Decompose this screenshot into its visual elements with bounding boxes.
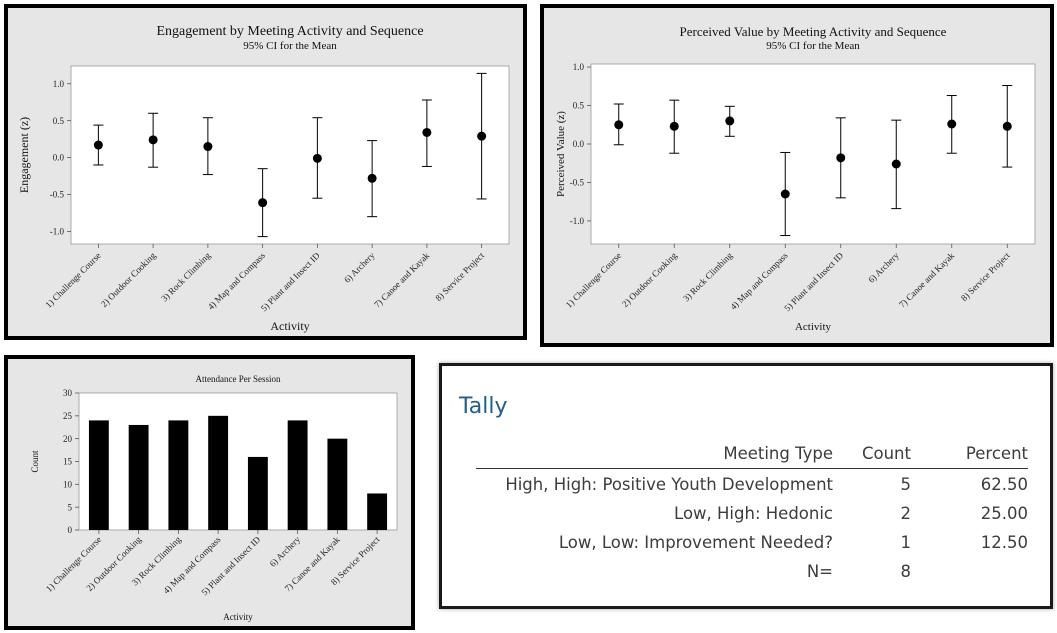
y-tick-label: 25 [63, 411, 73, 421]
attendance-chart-panel: Attendance Per Session 0 5 10 15 20 25 30 Count 1… [4, 355, 415, 630]
bar [168, 420, 189, 530]
y-tick-label: 0 [68, 525, 73, 535]
mean-point [780, 189, 790, 199]
total-percent-empty [911, 556, 1028, 585]
chart-title: Engagement by Meeting Activity and Seque… [156, 24, 423, 39]
mean-point [312, 153, 322, 163]
count-cell: 5 [900, 475, 912, 494]
engagement-chart: Engagement by Meeting Activity and Seque… [8, 8, 523, 336]
mean-point [614, 120, 624, 130]
y-tick-label: -0.5 [50, 190, 65, 200]
plot-area [590, 63, 1036, 245]
x-axis-label: Activity [270, 319, 309, 333]
y-tick-label: -1.0 [570, 216, 585, 226]
chart-title: Perceived Value by Meeting Activity and … [680, 24, 947, 39]
y-tick-label: 0.5 [53, 116, 65, 126]
mean-point [258, 198, 268, 208]
bar [128, 424, 149, 530]
y-axis-label: Engagement (z) [17, 117, 31, 193]
y-axis-label: Perceived Value (z) [555, 111, 567, 197]
y-tick-label: 20 [63, 434, 73, 444]
tally-title: Tally [459, 394, 508, 419]
perceived-value-chart-panel: Perceived Value by Meeting Activity and … [540, 4, 1054, 347]
mean-point [203, 142, 213, 152]
y-tick-label: 5 [68, 502, 73, 512]
x-axis-label: Activity [223, 612, 253, 622]
column-header-percent: Percent [911, 440, 1028, 469]
y-tick-label: 0.0 [53, 153, 65, 163]
y-tick-label: 0.5 [573, 101, 585, 111]
meeting-type-cell: High, High: Positive Youth Development [505, 475, 833, 494]
y-tick-label: 1.0 [573, 62, 585, 72]
percent-cell: 25.00 [980, 504, 1028, 523]
percent-cell: 12.50 [980, 533, 1028, 552]
mean-point [669, 121, 679, 131]
total-count: 8 [900, 562, 912, 581]
x-axis-label: Activity [795, 321, 832, 333]
meeting-type-cell: Low, High: Hedonic [674, 504, 833, 523]
chart-subtitle: 95% CI for the Mean [766, 40, 860, 52]
tally-panel: Tally Meeting Type Count Percent High, H… [439, 363, 1053, 609]
bar [247, 456, 268, 530]
mean-point [947, 119, 957, 129]
table-row: High, High: Positive Youth Development 5… [476, 469, 1028, 499]
percent-cell: 62.50 [980, 475, 1028, 494]
mean-point [477, 131, 487, 141]
bar [208, 415, 229, 530]
column-header-meeting-type: Meeting Type [476, 440, 833, 469]
count-cell: 1 [900, 533, 912, 552]
table-row: Low, High: Hedonic 2 25.00 [476, 498, 1028, 527]
y-axis-label: Count [30, 450, 40, 473]
tally-header-row: Meeting Type Count Percent [476, 440, 1028, 469]
mean-point [148, 135, 158, 145]
y-tick-label: 10 [63, 479, 73, 489]
attendance-chart: Attendance Per Session051015202530Count1… [8, 359, 411, 626]
plot-area [78, 392, 398, 531]
y-tick-label: 30 [63, 388, 73, 398]
mean-point [93, 140, 103, 150]
y-tick-label: -0.5 [570, 178, 585, 188]
table-row: Low, Low: Improvement Needed? 1 12.50 [476, 527, 1028, 556]
y-tick-label: -1.0 [50, 227, 65, 237]
bar [367, 493, 388, 530]
total-label: N= [806, 562, 833, 581]
meeting-type-cell: Low, Low: Improvement Needed? [558, 533, 833, 552]
bar [88, 420, 109, 530]
mean-point [725, 116, 735, 126]
y-tick-label: 15 [63, 457, 73, 467]
bar [287, 420, 308, 530]
tally-table: Meeting Type Count Percent High, High: P… [476, 440, 1028, 585]
total-row: N= 8 [476, 556, 1028, 585]
y-tick-label: 0.0 [573, 139, 585, 149]
chart-title: Attendance Per Session [196, 374, 281, 384]
mean-point [836, 153, 846, 163]
plot-area [70, 65, 510, 245]
mean-point [1002, 121, 1012, 131]
y-tick-label: 1.0 [53, 79, 65, 89]
chart-subtitle: 95% CI for the Mean [243, 40, 337, 52]
column-header-count: Count [833, 440, 911, 469]
mean-point [422, 127, 432, 137]
mean-point [367, 173, 377, 183]
bar [327, 438, 348, 530]
mean-point [891, 159, 901, 169]
perceived-value-chart: Perceived Value by Meeting Activity and … [544, 8, 1050, 343]
count-cell: 2 [900, 504, 912, 523]
engagement-chart-panel: Engagement by Meeting Activity and Seque… [4, 4, 527, 340]
